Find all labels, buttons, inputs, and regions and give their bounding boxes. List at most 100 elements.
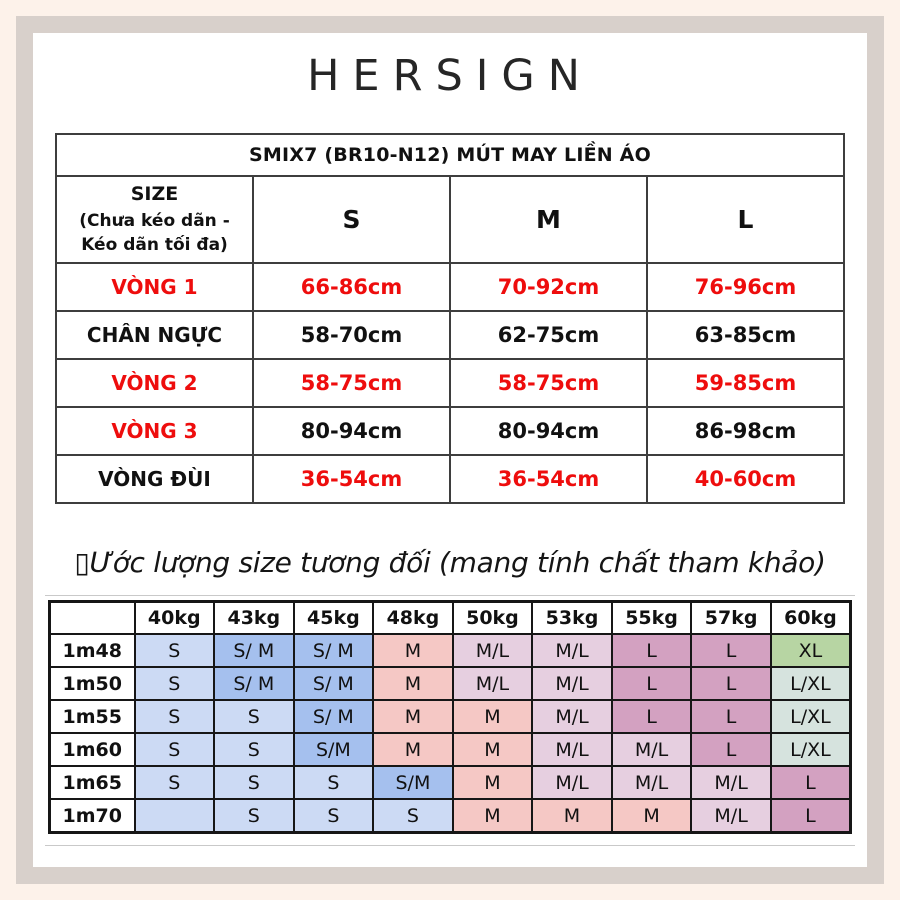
size-estimate-cell: M/L xyxy=(690,798,772,834)
size-estimate-cell: M/L xyxy=(531,633,613,669)
measurement-value-cell: 58-75cm xyxy=(252,357,451,408)
measurement-value-cell: 63-85cm xyxy=(646,309,845,360)
size-estimate-cell: M/L xyxy=(531,765,613,801)
size-column-header: M xyxy=(449,175,648,264)
size-estimate-cell: M/L xyxy=(690,765,772,801)
measurement-row-label: VÒNG 1 xyxy=(55,261,254,312)
weight-height-size-table: 40kg 43kg 45kg 48kg 50kg 53kg 55kg 57kg 60kg 1m48… xyxy=(48,599,852,834)
size-estimate-cell: S/M xyxy=(372,765,454,801)
size-column-header: L xyxy=(646,175,845,264)
size-estimate-cell: M/L xyxy=(531,699,613,735)
measurement-row-label: CHÂN NGỰC xyxy=(55,309,254,360)
size-estimate-cell: S xyxy=(292,765,375,801)
size-estimate-heading: ▯Ước lượng size tương đối (mang tính chấ… xyxy=(74,545,826,579)
size-estimate-cell: M/L xyxy=(610,732,693,768)
measurement-row-label: VÒNG 2 xyxy=(55,357,254,408)
size-estimate-cell: M xyxy=(372,732,454,768)
size-estimate-cell: S/ M xyxy=(213,633,295,669)
size-estimate-cell: XL xyxy=(769,633,852,669)
size-estimate-cell: L xyxy=(769,765,852,801)
corner-header-line: (Chưa kéo dãn - xyxy=(79,210,230,231)
weight-column-header: 45kg xyxy=(292,600,375,636)
size-estimate-cell: L xyxy=(690,666,772,702)
weight-column-header: 53kg xyxy=(531,600,613,636)
size-estimate-cell: S/ M xyxy=(292,666,375,702)
measurement-row-label: VÒNG 3 xyxy=(55,405,254,456)
size-estimate-cell: L xyxy=(610,699,693,735)
size-estimate-cell: M/L xyxy=(610,765,693,801)
size-estimate-cell: S xyxy=(133,699,216,735)
size-estimate-cell: L xyxy=(769,798,852,834)
size-table-corner-header: SIZE (Chưa kéo dãn - Kéo dãn tối đa) xyxy=(55,175,254,264)
weight-column-header: 57kg xyxy=(690,600,772,636)
measurement-value-cell: 70-92cm xyxy=(449,261,648,312)
weight-column-header: 50kg xyxy=(451,600,534,636)
measurement-value-cell: 76-96cm xyxy=(646,261,845,312)
size-table-title: SMIX7 (BR10-N12) MÚT MAY LIỀN ÁO xyxy=(55,133,845,177)
size-column-header: S xyxy=(252,175,451,264)
size-estimate-cell: M xyxy=(372,699,454,735)
size-estimate-cell xyxy=(133,798,216,834)
size-estimate-cell: S/ M xyxy=(292,633,375,669)
brand-logo: HERSIGN xyxy=(307,51,593,101)
height-row-label: 1m60 xyxy=(48,732,136,768)
size-estimate-cell: L xyxy=(690,633,772,669)
size-estimate-cell: M xyxy=(372,666,454,702)
corner-header-line: Kéo dãn tối đa) xyxy=(81,235,228,256)
measurement-value-cell: 86-98cm xyxy=(646,405,845,456)
size-estimate-cell: L/XL xyxy=(769,666,852,702)
size-estimate-cell: S xyxy=(292,798,375,834)
measurement-value-cell: 36-54cm xyxy=(449,453,648,504)
size-spec-table: SMIX7 (BR10-N12) MÚT MAY LIỀN ÁO SIZE (Chư… xyxy=(55,133,845,504)
size-estimate-cell: S xyxy=(213,765,295,801)
size-estimate-cell: M xyxy=(451,732,534,768)
size-estimate-cell: S/M xyxy=(292,732,375,768)
measurement-value-cell: 80-94cm xyxy=(449,405,648,456)
size-estimate-cell: M xyxy=(451,798,534,834)
photo-frame-band: HERSIGN SMIX7 (BR10-N12) MÚT MAY LIỀN ÁO… xyxy=(16,16,884,884)
size-estimate-cell: M xyxy=(451,765,534,801)
weight-column-header: 43kg xyxy=(213,600,295,636)
weight-column-header: 40kg xyxy=(133,600,216,636)
size-estimate-cell: M/L xyxy=(451,633,534,669)
size-estimate-cell: S xyxy=(133,666,216,702)
measurement-value-cell: 40-60cm xyxy=(646,453,845,504)
size-estimate-cell: S/ M xyxy=(292,699,375,735)
size-estimate-cell: M xyxy=(372,633,454,669)
size-estimate-cell: M/L xyxy=(451,666,534,702)
size-estimate-cell: S xyxy=(213,699,295,735)
size-estimate-cell: S xyxy=(133,765,216,801)
weight-height-table-wrap: 40kg 43kg 45kg 48kg 50kg 53kg 55kg 57kg 60kg 1m48… xyxy=(45,594,855,846)
measurement-value-cell: 58-75cm xyxy=(449,357,648,408)
size-estimate-cell: M xyxy=(610,798,693,834)
corner-blank-cell xyxy=(48,600,136,636)
height-row-label: 1m55 xyxy=(48,699,136,735)
measurement-value-cell: 58-70cm xyxy=(252,309,451,360)
measurement-value-cell: 36-54cm xyxy=(252,453,451,504)
height-row-label: 1m65 xyxy=(48,765,136,801)
size-estimate-cell: M xyxy=(451,699,534,735)
content-area: HERSIGN SMIX7 (BR10-N12) MÚT MAY LIỀN ÁO… xyxy=(33,33,867,867)
height-row-label: 1m48 xyxy=(48,633,136,669)
weight-column-header: 55kg xyxy=(610,600,693,636)
size-estimate-cell: M xyxy=(531,798,613,834)
size-estimate-cell: L xyxy=(690,699,772,735)
measurement-value-cell: 80-94cm xyxy=(252,405,451,456)
height-row-label: 1m70 xyxy=(48,798,136,834)
size-estimate-cell: S xyxy=(133,633,216,669)
size-estimate-cell: M/L xyxy=(531,732,613,768)
measurement-value-cell: 59-85cm xyxy=(646,357,845,408)
measurement-value-cell: 62-75cm xyxy=(449,309,648,360)
height-row-label: 1m50 xyxy=(48,666,136,702)
weight-column-header: 48kg xyxy=(372,600,454,636)
measurement-value-cell: 66-86cm xyxy=(252,261,451,312)
size-estimate-cell: S xyxy=(372,798,454,834)
size-estimate-cell: L xyxy=(690,732,772,768)
size-estimate-cell: S xyxy=(213,732,295,768)
size-estimate-cell: L xyxy=(610,666,693,702)
size-estimate-cell: M/L xyxy=(531,666,613,702)
size-estimate-cell: L xyxy=(610,633,693,669)
size-estimate-cell: S xyxy=(133,732,216,768)
measurement-row-label: VÒNG ĐÙI xyxy=(55,453,254,504)
size-estimate-cell: L/XL xyxy=(769,699,852,735)
